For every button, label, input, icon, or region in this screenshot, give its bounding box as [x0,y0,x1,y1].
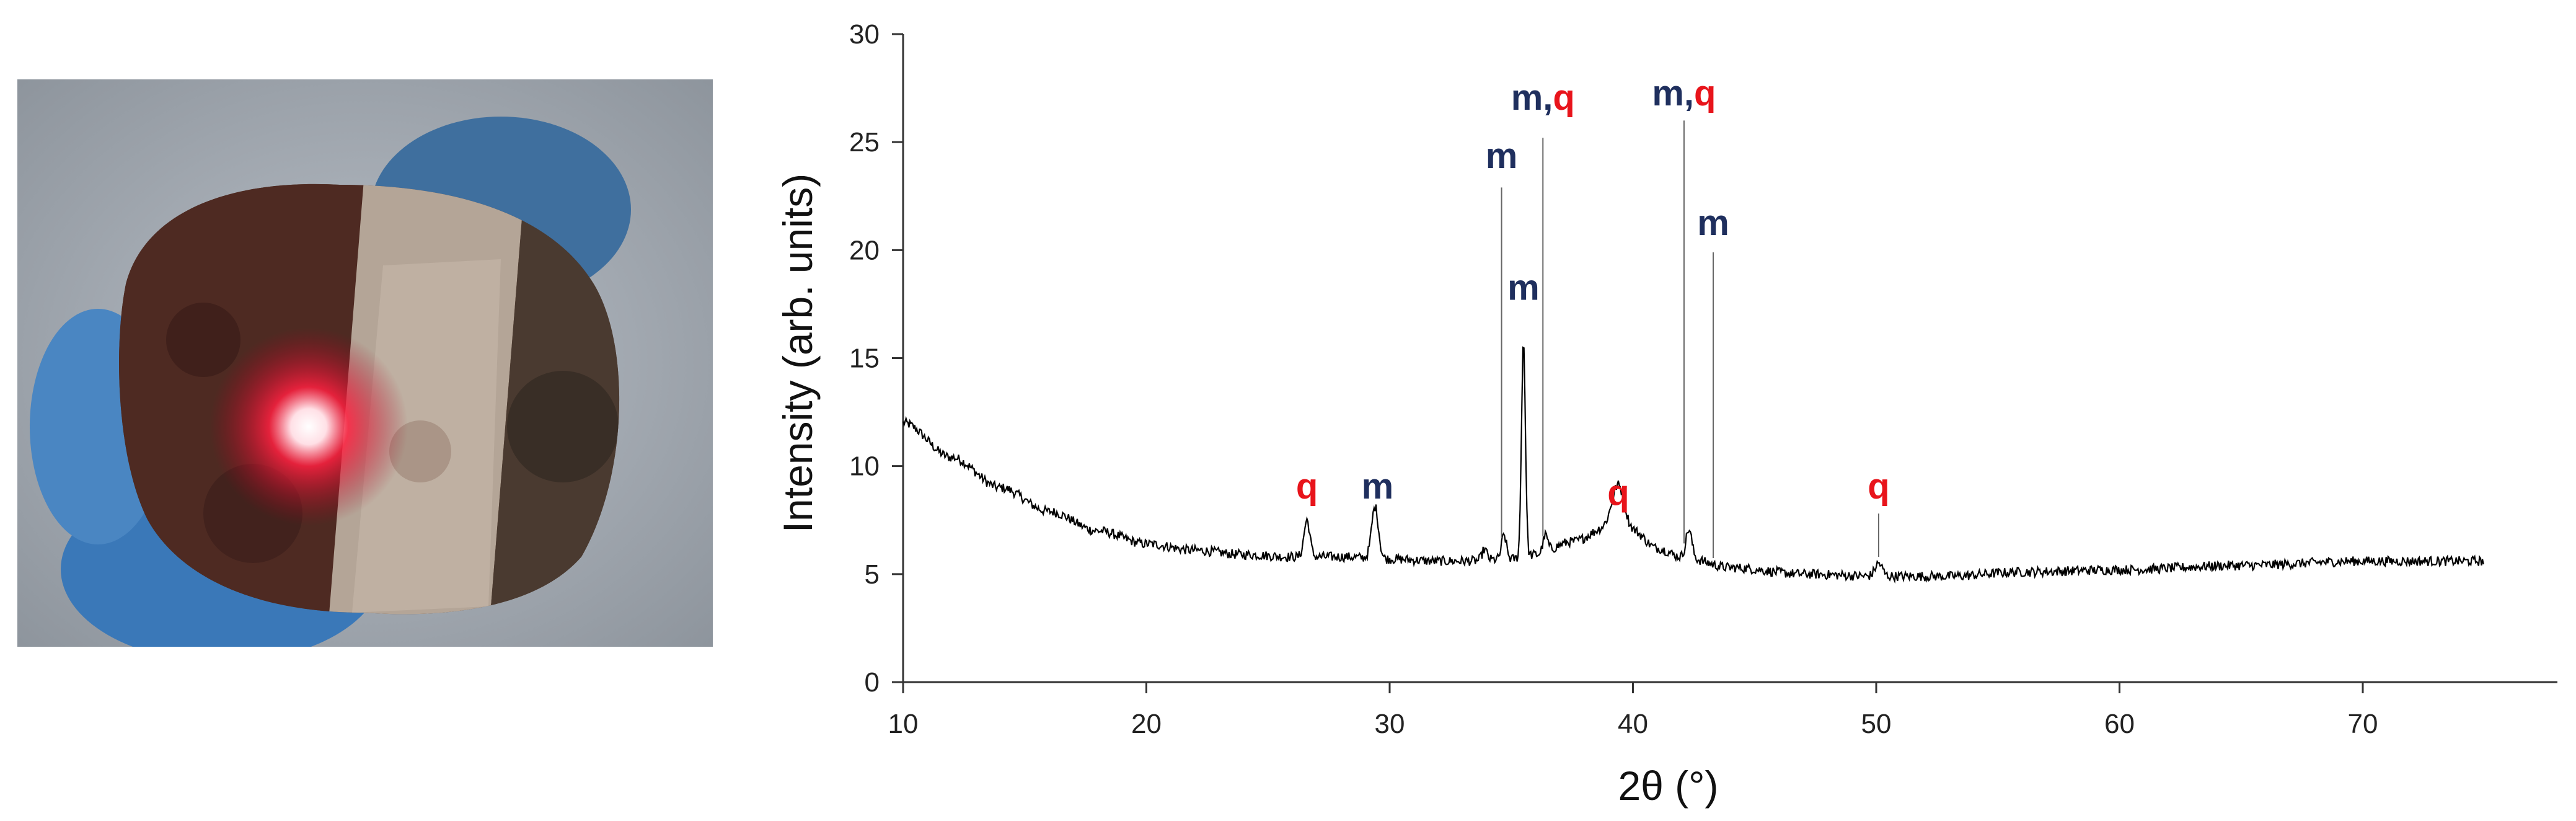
peak-annotation-part: m [1511,78,1543,118]
x-tick-label: 40 [1618,709,1648,739]
peak-annotation: q [1296,466,1318,507]
peak-annotation-part: m [1697,203,1729,243]
peak-annotation: m,q [1511,78,1575,118]
y-tick-label: 0 [865,667,880,698]
x-tick-label: 70 [2348,709,2378,739]
x-tick-label: 20 [1131,709,1162,739]
peak-annotation-part: m [1362,466,1394,507]
peak-annotation-part: q [1296,466,1318,507]
y-tick-label: 5 [865,559,880,590]
y-tick-label: 25 [849,127,880,158]
y-tick-label: 10 [849,451,880,482]
peak-annotation: m [1507,267,1540,308]
y-tick-label: 20 [849,235,880,265]
peak-annotation-part: , [1543,78,1553,118]
x-tick-label: 60 [2104,709,2135,739]
peak-annotation-part: m [1652,73,1684,113]
y-axis-title: Intensity (arb. units) [775,174,821,533]
x-tick-label: 50 [1861,709,1892,739]
peak-annotation-part: q [1607,473,1629,513]
peak-annotation: m [1362,466,1394,507]
peak-annotation-part: m [1507,267,1540,308]
peak-annotation: m [1486,136,1518,176]
peak-annotation: m,q [1652,73,1716,113]
peak-annotation-part: q [1553,78,1574,118]
y-tick-label: 15 [849,344,880,374]
x-axis-title: 2θ (°) [1618,763,1718,809]
pellet [119,184,620,615]
sample-photo [17,79,713,647]
xrd-chart: 0 5 10 15 20 25 30 10 20 30 40 50 60 70 2θ (°) Intensit… [775,19,2557,809]
x-tick-label: 30 [1375,709,1405,739]
peak-annotation: q [1607,473,1629,513]
x-tick-label: 10 [888,709,919,739]
peak-annotation-part: q [1694,73,1716,113]
peak-annotation: q [1868,466,1889,507]
xrd-pattern-line [902,346,2484,584]
peak-annotation-part: m [1486,136,1518,176]
y-tick-label: 30 [849,19,880,50]
peak-annotation-part: q [1868,466,1889,507]
peak-annotation: m [1697,203,1729,243]
peak-annotation-part: , [1684,73,1694,113]
